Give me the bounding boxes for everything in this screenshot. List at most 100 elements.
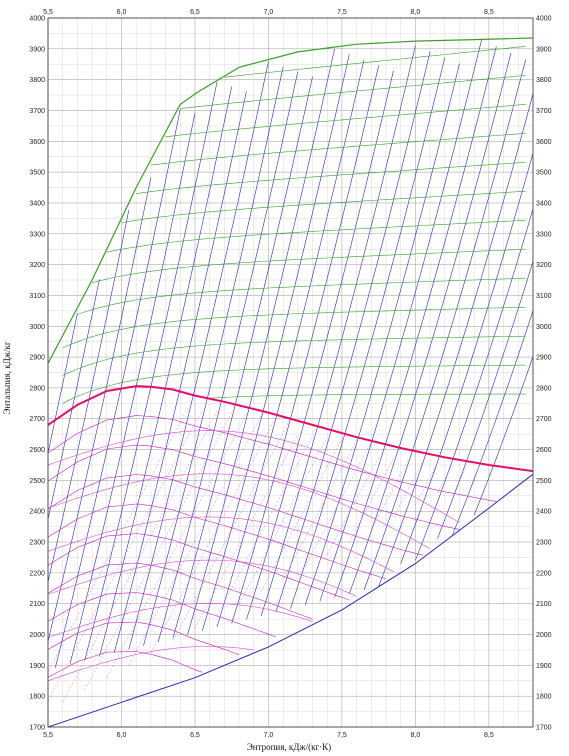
x-tick-label-bottom: 7,0 <box>264 732 274 739</box>
isobar-line <box>363 59 526 591</box>
y-tick-label-right: 3400 <box>536 200 552 207</box>
wet-dashed-line <box>150 417 276 654</box>
x-tick-label-top: 8,0 <box>411 9 421 16</box>
isobar-line <box>48 383 49 386</box>
y-axis-label: Энтальпия, кДж/кг <box>2 341 12 414</box>
wet-dashed-line <box>238 437 328 604</box>
x-tick-label-bottom: 7,5 <box>337 732 347 739</box>
y-tick-label-left: 3900 <box>29 46 45 53</box>
isotherm-line <box>62 335 526 376</box>
saturation-line <box>48 385 533 473</box>
y-tick-label-left: 2900 <box>29 355 45 362</box>
wet-dashed-line <box>393 461 423 518</box>
y-tick-label-left: 2100 <box>29 601 45 608</box>
y-tick-label-right: 2700 <box>536 416 552 423</box>
y-tick-label-left: 3600 <box>29 139 45 146</box>
isobar-line <box>48 279 100 521</box>
isobar-line <box>216 59 365 628</box>
isotherm-line <box>224 46 526 78</box>
y-tick-label-right: 2300 <box>536 540 552 547</box>
upper-envelope-line <box>48 37 533 364</box>
isobar-line <box>172 76 313 639</box>
x-tick-label-bottom: 6,5 <box>190 732 200 739</box>
wet-dashed-line <box>437 464 453 493</box>
y-tick-label-right: 1700 <box>536 725 552 732</box>
isobar-line <box>202 54 350 631</box>
isobar-line <box>473 355 533 516</box>
y-tick-label-right: 3000 <box>536 324 552 331</box>
x-tick-label-top: 6,0 <box>117 9 127 16</box>
y-tick-label-left: 2200 <box>29 570 45 577</box>
y-tick-label-left: 1900 <box>29 663 45 670</box>
wet-curve-line <box>48 473 431 550</box>
y-tick-label-left: 1700 <box>29 725 45 732</box>
isotherm-line <box>92 248 526 283</box>
isotherm-line <box>165 104 526 138</box>
x-tick-label-bottom: 5,5 <box>43 732 53 739</box>
dryness-line <box>48 562 313 620</box>
isobar-line <box>48 177 152 643</box>
line-families <box>48 39 533 703</box>
isobar-line <box>378 92 533 587</box>
isotherm-line <box>209 393 526 399</box>
wet-dashed-line <box>371 460 409 530</box>
y-tick-label-left: 3000 <box>29 324 45 331</box>
isotherm-line <box>106 219 526 253</box>
isobar-line <box>99 86 232 657</box>
x-tick-label-bottom: 8,5 <box>484 732 494 739</box>
isobar-line <box>304 63 460 605</box>
grid <box>47 17 534 728</box>
y-tick-label-right: 2600 <box>536 447 552 454</box>
dryness-line <box>48 533 350 601</box>
dryness-line <box>48 621 240 656</box>
dryness-line <box>48 444 460 530</box>
y-tick-label-right: 3500 <box>536 170 552 177</box>
x-tick-label-top: 8,5 <box>484 9 494 16</box>
isobar-line <box>275 51 431 613</box>
isobar-line <box>187 48 335 635</box>
wet-curve-line <box>48 603 313 638</box>
isobar-line <box>415 207 533 561</box>
x-tick-label-top: 5,5 <box>43 9 53 16</box>
wet-dashed-line <box>305 441 372 567</box>
plot-frame <box>47 17 534 728</box>
wet-dashed-line <box>260 438 343 592</box>
wet-dashed-line <box>283 440 357 580</box>
isobar-line <box>334 46 497 598</box>
y-tick-label-right: 2900 <box>536 355 552 362</box>
y-tick-label-right: 2500 <box>536 478 552 485</box>
y-tick-label-left: 2800 <box>29 385 45 392</box>
y-tick-label-left: 2300 <box>29 540 45 547</box>
y-tick-label-right: 3200 <box>536 262 552 269</box>
isotherm-line <box>62 364 526 404</box>
isotherm-line <box>62 306 526 349</box>
wet-dashed-line <box>128 415 262 666</box>
y-tick-label-left: 3400 <box>29 200 45 207</box>
wet-dashed-line <box>459 466 468 481</box>
wet-dashed-line <box>48 409 203 702</box>
wet-curve-line <box>48 646 254 682</box>
y-tick-label-left: 2700 <box>29 416 45 423</box>
isobar-line <box>143 66 284 646</box>
y-tick-label-right: 3900 <box>536 46 552 53</box>
y-tick-label-left: 4000 <box>29 16 45 23</box>
x-tick-label-bottom: 8,0 <box>411 732 421 739</box>
isobar-line <box>290 57 446 609</box>
y-tick-label-right: 2100 <box>536 601 552 608</box>
isobar-line <box>400 151 533 564</box>
isobar-line <box>260 45 416 617</box>
isotherm-line <box>180 75 526 109</box>
isobar-line <box>349 52 512 594</box>
isobar-line <box>48 210 130 584</box>
y-tick-label-left: 3800 <box>29 77 45 84</box>
isobar-line <box>437 260 533 539</box>
wet-curve-line <box>48 430 460 523</box>
isobar-line <box>55 109 181 668</box>
y-tick-label-right: 3100 <box>536 293 552 300</box>
x-tick-label-top: 7,0 <box>264 9 274 16</box>
y-tick-label-left: 2400 <box>29 509 45 516</box>
y-tick-label-left: 2500 <box>29 478 45 485</box>
isotherm-line <box>150 133 526 166</box>
y-tick-label-right: 2000 <box>536 632 552 639</box>
wet-dashed-line <box>194 434 298 629</box>
